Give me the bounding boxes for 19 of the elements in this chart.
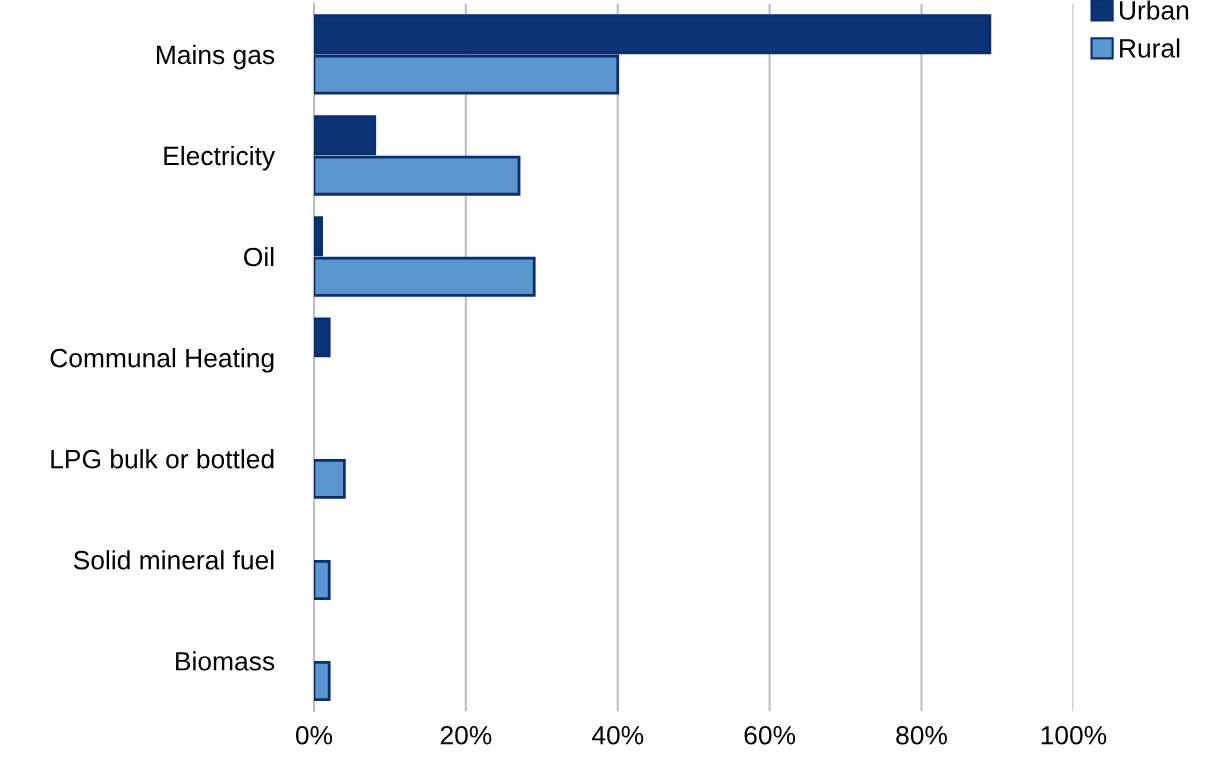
y-tick-label: Biomass (176, 651, 275, 671)
y-tick-label: LPG bulk or bottled (51, 449, 274, 469)
legend-label: Rural (1120, 38, 1180, 58)
y-tick-label: Communal Heating (50, 348, 274, 373)
x-tick-label: 80% (896, 725, 947, 745)
x-tick-label: 60% (744, 725, 796, 745)
y-tick-label: Electricity (164, 145, 276, 171)
bar (313, 661, 331, 701)
bar (313, 559, 331, 600)
x-tick-label: 20% (440, 725, 492, 745)
y-tick-label: Solid mineral fuel (73, 550, 274, 570)
bar (313, 458, 346, 499)
y-tick-label: Mains gas (157, 44, 275, 70)
legend-label: Urban (1119, 0, 1189, 20)
bar (313, 317, 331, 358)
x-tick-label: 40% (591, 725, 644, 745)
y-tick-label: Oil (244, 246, 274, 267)
x-tick-label: 100% (1041, 725, 1107, 745)
x-tick-label: 0% (295, 725, 333, 745)
